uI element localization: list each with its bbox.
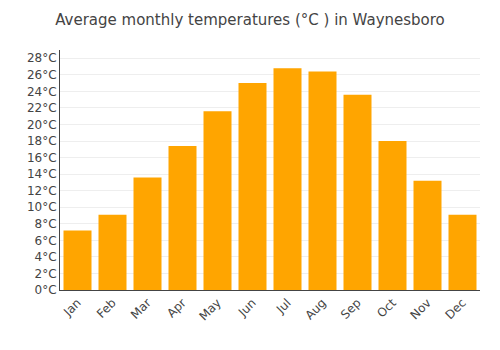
svg-text:Sep: Sep (338, 296, 364, 322)
svg-text:20°C: 20°C (27, 118, 57, 132)
svg-text:Jun: Jun (235, 296, 259, 320)
svg-text:26°C: 26°C (27, 68, 57, 82)
svg-text:28°C: 28°C (27, 51, 57, 65)
svg-text:14°C: 14°C (27, 167, 57, 181)
svg-text:Jan: Jan (60, 296, 84, 320)
svg-text:16°C: 16°C (27, 151, 57, 165)
svg-text:Feb: Feb (94, 296, 119, 321)
svg-text:12°C: 12°C (27, 184, 57, 198)
svg-text:2°C: 2°C (35, 267, 57, 281)
svg-text:Average monthly temperatures (: Average monthly temperatures (°C ) in Wa… (55, 11, 445, 29)
svg-text:Dec: Dec (443, 296, 469, 322)
svg-text:24°C: 24°C (27, 85, 57, 99)
svg-text:18°C: 18°C (27, 134, 57, 148)
svg-text:Aug: Aug (302, 296, 328, 322)
svg-text:Nov: Nov (407, 296, 433, 322)
svg-text:22°C: 22°C (27, 101, 57, 115)
svg-text:Jul: Jul (273, 296, 294, 317)
svg-text:Apr: Apr (164, 296, 189, 321)
svg-text:4°C: 4°C (35, 250, 57, 264)
svg-text:10°C: 10°C (27, 200, 57, 214)
svg-text:May: May (196, 296, 223, 323)
svg-text:Mar: Mar (128, 296, 154, 322)
svg-text:Oct: Oct (374, 296, 399, 321)
svg-text:8°C: 8°C (35, 217, 57, 231)
svg-text:0°C: 0°C (35, 283, 57, 297)
svg-text:6°C: 6°C (35, 234, 57, 248)
